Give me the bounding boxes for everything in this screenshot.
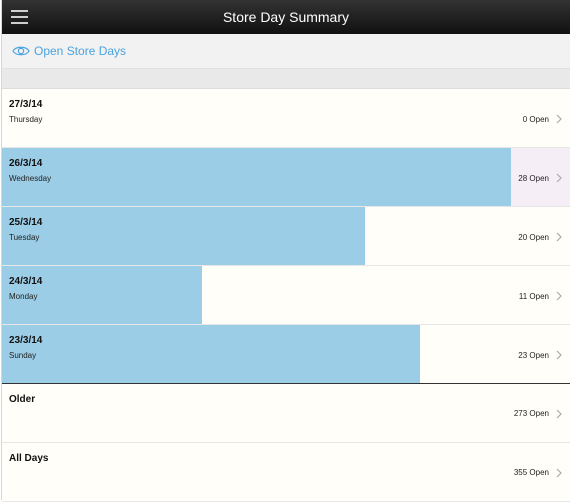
open-count: 11 Open xyxy=(518,292,549,301)
all-days-row[interactable]: All Days 355 Open xyxy=(2,443,570,502)
open-store-days-button[interactable]: Open Store Days xyxy=(2,34,570,69)
open-bar xyxy=(2,207,365,265)
title-bar: Store Day Summary xyxy=(2,0,570,34)
day-row-3[interactable]: 24/3/14 Monday 11 Open xyxy=(2,266,570,325)
open-count: 355 Open xyxy=(513,468,549,477)
open-count: 28 Open xyxy=(518,174,549,183)
day-date: 26/3/14 xyxy=(9,158,43,169)
open-count: 20 Open xyxy=(518,233,549,242)
older-row[interactable]: Older 273 Open xyxy=(2,384,570,443)
menu-icon[interactable] xyxy=(11,10,28,24)
day-date: 27/3/14 xyxy=(9,99,43,110)
summary-label: All Days xyxy=(9,453,49,464)
open-bar xyxy=(2,325,420,383)
day-date: 24/3/14 xyxy=(9,276,43,287)
section-spacer xyxy=(2,69,570,89)
day-name: Thursday xyxy=(9,115,43,124)
summary-label: Older xyxy=(9,394,36,405)
chevron-right-icon xyxy=(556,291,562,301)
day-name: Sunday xyxy=(9,351,37,360)
chevron-right-icon xyxy=(556,173,562,183)
chevron-right-icon xyxy=(556,468,562,478)
chevron-right-icon xyxy=(556,114,562,124)
day-name: Wednesday xyxy=(9,174,52,183)
day-row-2[interactable]: 25/3/14 Tuesday 20 Open xyxy=(2,207,570,266)
open-bar xyxy=(2,148,511,206)
open-count: 23 Open xyxy=(518,351,549,360)
open-store-days-label: Open Store Days xyxy=(34,44,127,58)
chevron-right-icon xyxy=(556,409,562,419)
open-count: 0 Open xyxy=(522,115,549,124)
day-date: 25/3/14 xyxy=(9,217,43,228)
day-name: Monday xyxy=(9,292,38,301)
eye-icon xyxy=(12,46,30,56)
day-date: 23/3/14 xyxy=(9,335,43,346)
day-name: Tuesday xyxy=(9,233,40,242)
open-bar xyxy=(2,266,202,324)
chevron-right-icon xyxy=(556,232,562,242)
day-row-4[interactable]: 23/3/14 Sunday 23 Open xyxy=(2,325,570,384)
chevron-right-icon xyxy=(556,350,562,360)
day-row-0[interactable]: 27/3/14 Thursday 0 Open xyxy=(2,89,570,148)
open-count: 273 Open xyxy=(513,409,549,418)
page-title: Store Day Summary xyxy=(222,9,350,25)
day-row-1[interactable]: 26/3/14 Wednesday 28 Open xyxy=(2,148,570,207)
